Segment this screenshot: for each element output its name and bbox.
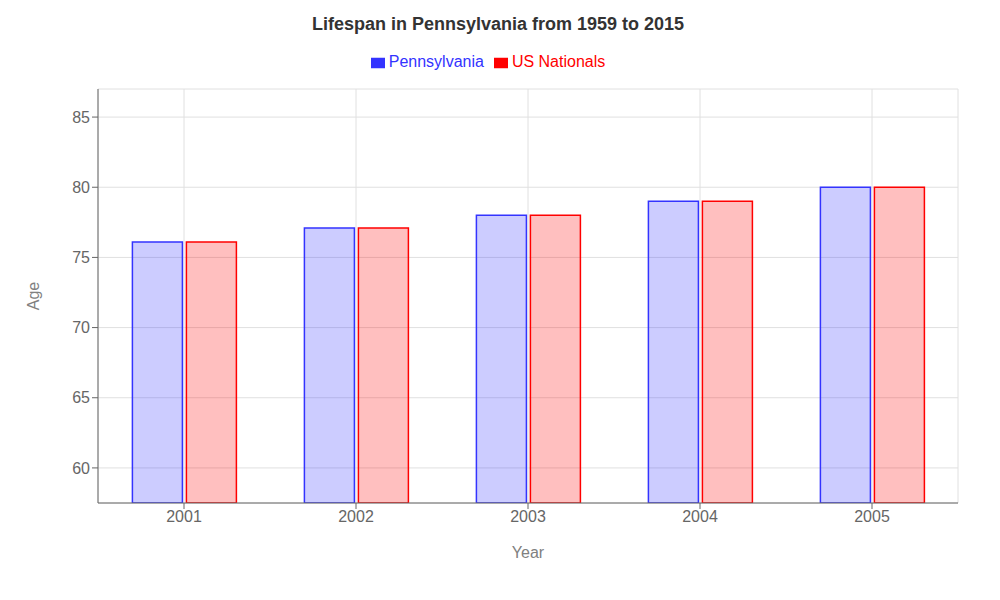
svg-text:2003: 2003 <box>510 508 546 525</box>
svg-text:80: 80 <box>72 179 90 196</box>
html-text:Pennsylvania: Pennsylvania <box>388 53 484 70</box>
svg-text:60: 60 <box>72 460 90 477</box>
svg-text:Year: Year <box>512 544 545 561</box>
svg-text:2001: 2001 <box>166 508 202 525</box>
svg-text:70: 70 <box>72 319 90 336</box>
svg-text:2002: 2002 <box>338 508 374 525</box>
svg-text:65: 65 <box>72 389 90 406</box>
svg-text:75: 75 <box>72 249 90 266</box>
svg-text:2004: 2004 <box>682 508 718 525</box>
html-text:US Nationals: US Nationals <box>511 53 606 70</box>
svg-text:2005: 2005 <box>854 508 890 525</box>
svg-text:85: 85 <box>72 109 90 126</box>
svg-text:Age: Age <box>25 282 42 311</box>
html-text:Lifespan in Pennsylvania from: Lifespan in Pennsylvania from 1959 to 20… <box>311 14 685 34</box>
